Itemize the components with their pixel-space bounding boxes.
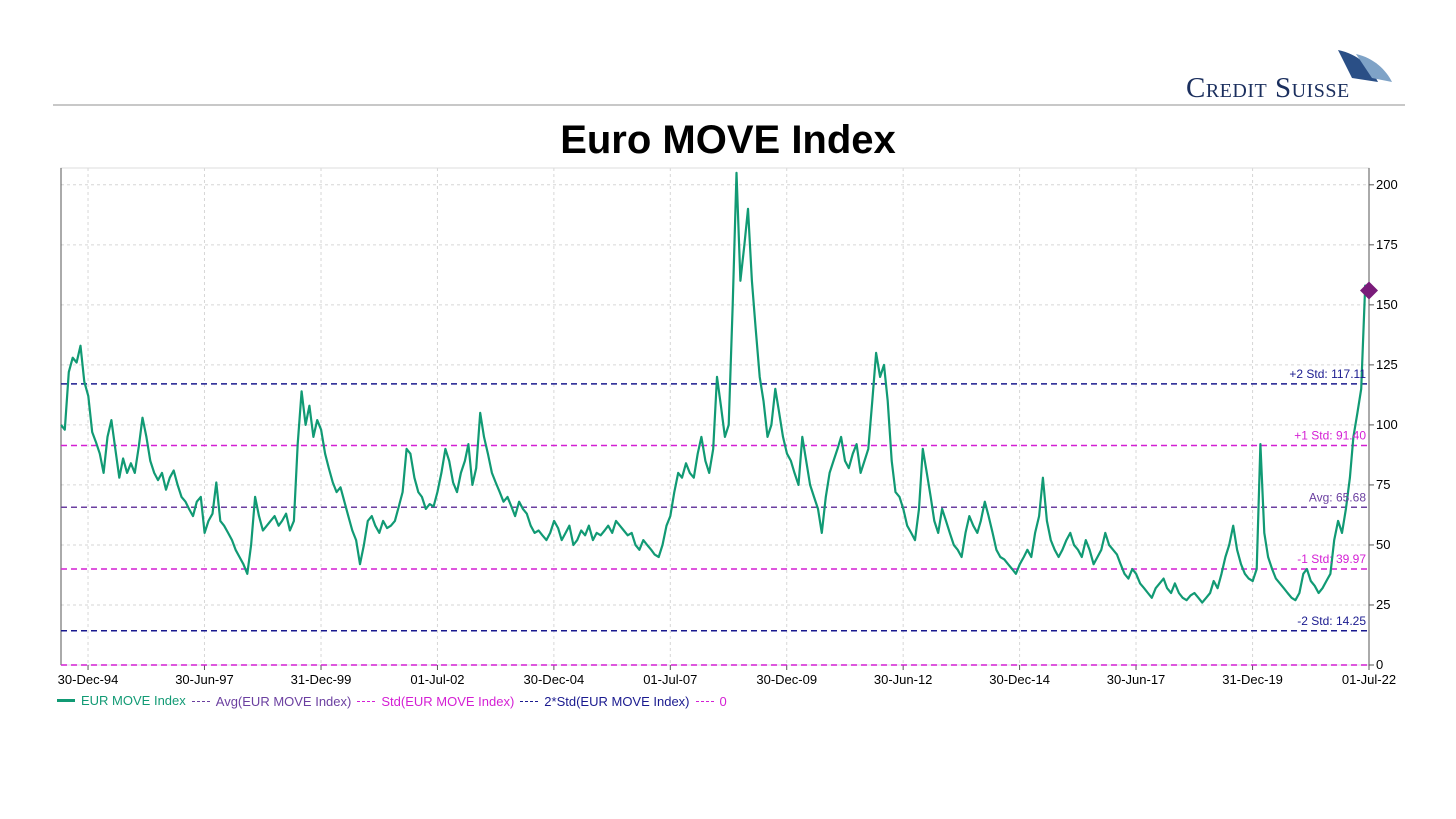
x-tick-label: 30-Jun-97: [175, 672, 234, 687]
y-tick-label: 150: [1376, 297, 1398, 312]
logo-text: Credit Suisse: [1186, 72, 1350, 104]
reference-label: -1 Std: 39.97: [1297, 552, 1366, 566]
y-axis-ticks: 0 25 50 75 100 125 150 175 200: [1369, 177, 1398, 672]
reference-label: +1 Std: 91.40: [1294, 429, 1366, 443]
y-tick-label: 50: [1376, 537, 1390, 552]
y-tick-label: 0: [1376, 657, 1383, 672]
reference-label: +2 Std: 117.11: [1289, 367, 1366, 381]
last-value-marker: [1360, 281, 1378, 300]
x-tick-label: 30-Jun-12: [874, 672, 933, 687]
y-tick-label: 100: [1376, 417, 1398, 432]
x-tick-label: 30-Dec-14: [989, 672, 1050, 687]
y-tick-label: 125: [1376, 357, 1398, 372]
x-tick-label: 31-Dec-19: [1222, 672, 1283, 687]
legend-item: Std(EUR MOVE Index): [357, 694, 514, 709]
reference-label: Avg: 65.68: [1309, 490, 1366, 504]
legend-item: Avg(EUR MOVE Index): [191, 694, 352, 709]
legend-swatch: [695, 701, 714, 702]
x-tick-label: 01-Jul-22: [1342, 672, 1396, 687]
credit-suisse-logo: Credit Suisse: [1180, 48, 1400, 104]
legend-swatch: [191, 701, 210, 702]
x-tick-label: 01-Jul-02: [410, 672, 464, 687]
x-tick-label: 30-Jun-17: [1107, 672, 1166, 687]
legend-label: Std(EUR MOVE Index): [381, 694, 515, 709]
legend-swatch: [357, 701, 376, 702]
legend-swatch: [520, 701, 539, 702]
x-tick-label: 01-Jul-07: [643, 672, 697, 687]
reference-label: -2 Std: 14.25: [1297, 614, 1366, 628]
x-tick-label: 30-Dec-04: [524, 672, 585, 687]
y-tick-label: 200: [1376, 177, 1398, 192]
legend-swatch: [57, 699, 75, 702]
series-line: [60, 171, 1370, 604]
chart-legend: EUR MOVE Index Avg(EUR MOVE Index) Std(EUR…: [57, 690, 733, 709]
legend-label: 0: [719, 694, 727, 709]
legend-item: EUR MOVE Index: [57, 693, 186, 708]
x-axis-ticks: 30-Dec-94 30-Jun-97 31-Dec-99 01-Jul-02 30-D…: [58, 665, 1396, 687]
legend-item: 0: [695, 694, 727, 709]
reference-lines: [61, 383, 1369, 666]
legend-label: EUR MOVE Index: [81, 693, 186, 708]
y-tick-label: 25: [1376, 597, 1390, 612]
y-tick-label: 175: [1376, 237, 1398, 252]
sails-icon: [1338, 50, 1392, 82]
reference-labels: Avg: 65.68 +1 Std: 91.40 -1 Std: 39.97 +2 S…: [1289, 367, 1366, 628]
last-value-marker-group: [1360, 281, 1378, 300]
chart-title: Euro MOVE Index: [560, 118, 896, 162]
x-tick-label: 30-Dec-94: [58, 672, 119, 687]
series-group: [60, 171, 1370, 604]
grid-lines: [61, 168, 1370, 665]
legend-label: Avg(EUR MOVE Index): [215, 694, 352, 709]
header-divider: [53, 104, 1405, 106]
legend-item: 2*Std(EUR MOVE Index): [520, 694, 690, 709]
x-tick-label: 30-Dec-09: [756, 672, 817, 687]
legend-label: 2*Std(EUR MOVE Index): [544, 694, 690, 709]
x-tick-label: 31-Dec-99: [291, 672, 352, 687]
y-tick-label: 75: [1376, 477, 1390, 492]
